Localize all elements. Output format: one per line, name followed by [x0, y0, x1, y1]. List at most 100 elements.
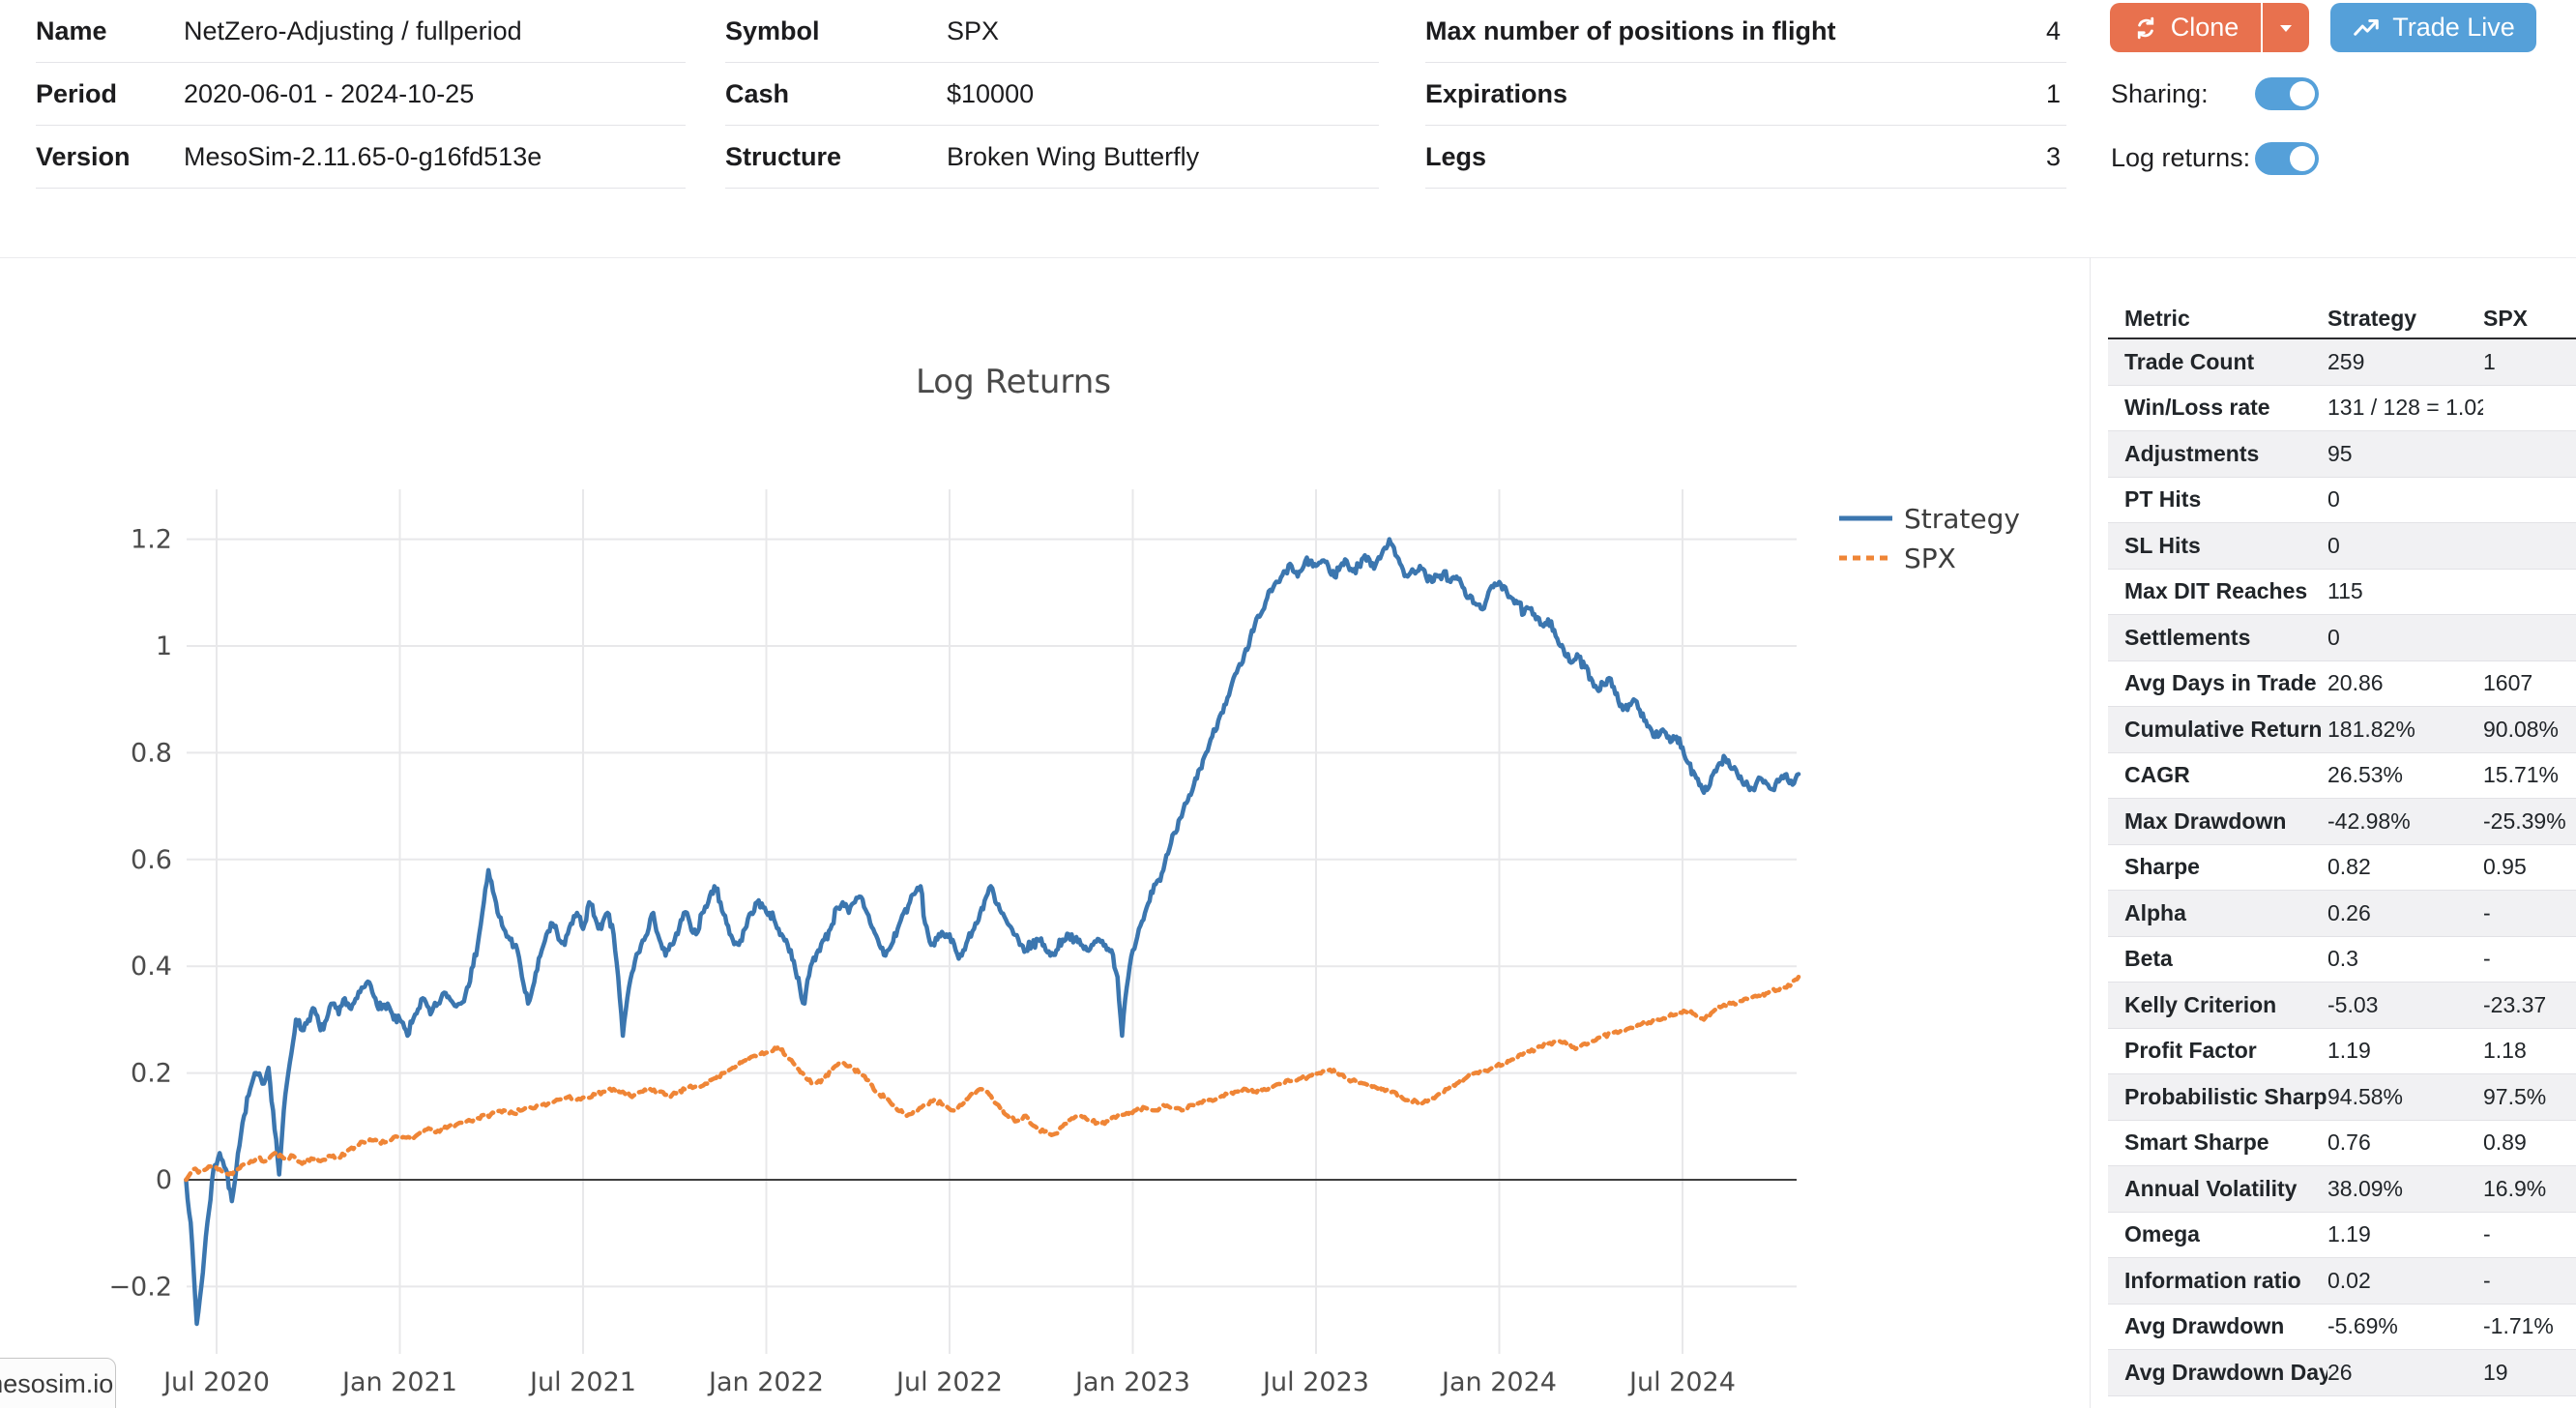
- field-legs-value: 3: [2045, 141, 2061, 171]
- header-info-left: Name NetZero-Adjusting / fullperiod Peri…: [36, 0, 686, 189]
- field-symbol: Symbol SPX: [725, 0, 1379, 63]
- metric-name-cell: Avg Drawdown: [2124, 1313, 2285, 1339]
- legend-spx-label: SPX: [1904, 543, 1956, 574]
- table-row: CAGR 26.53% 15.71%: [2108, 752, 2576, 799]
- spx-value-cell: 1.18: [2483, 1038, 2527, 1064]
- metric-name-cell: Avg Days in Trade: [2124, 670, 2317, 696]
- strategy-series-line: [184, 537, 1801, 1327]
- metric-name-cell: Alpha: [2124, 899, 2186, 925]
- field-symbol-value: SPX: [947, 15, 1000, 45]
- x-axis-tick-label: Jul 2022: [894, 1367, 1003, 1397]
- clone-dropdown-button[interactable]: [2261, 3, 2309, 52]
- field-version-value: MesoSim-2.11.65-0-g16fd513e: [184, 141, 542, 171]
- metric-name-cell: SL Hits: [2124, 532, 2201, 558]
- field-expirations-value: 1: [2045, 78, 2061, 108]
- spx-value-cell: 90.08%: [2483, 716, 2560, 742]
- x-axis-tick-label: Jul 2024: [1627, 1367, 1736, 1397]
- log-returns-toggle[interactable]: [2255, 142, 2319, 175]
- strategy-value-cell: 181.82%: [2327, 716, 2415, 742]
- strategy-value-cell: -42.98%: [2327, 807, 2411, 834]
- table-row: Win/Loss rate 131 / 128 = 1.02: [2108, 385, 2576, 431]
- spx-value-cell: -1.71%: [2483, 1313, 2554, 1339]
- y-axis-tick-label: 1.2: [131, 525, 172, 555]
- y-axis-tick-label: −0.2: [108, 1272, 172, 1302]
- table-row: Beta 0.3 -: [2108, 936, 2576, 983]
- metric-name-cell: Smart Sharpe: [2124, 1129, 2269, 1156]
- clone-refresh-icon: [2137, 16, 2153, 39]
- strategy-value-cell: 0.26: [2327, 899, 2371, 925]
- legend-strategy-label: Strategy: [1904, 503, 2020, 535]
- strategy-value-cell: 0.02: [2327, 1267, 2371, 1293]
- sharing-toggle-label: Sharing:: [2111, 79, 2209, 108]
- spx-value-cell: 0.95: [2483, 854, 2527, 880]
- strategy-value-cell: 0: [2327, 486, 2340, 513]
- strategy-value-cell: 1.19: [2327, 1221, 2371, 1247]
- table-row: Information ratio 0.02 -: [2108, 1257, 2576, 1304]
- field-expirations: Expirations 1: [1425, 63, 2066, 126]
- field-structure-value: Broken Wing Butterfly: [947, 141, 1200, 171]
- metrics-column-header: Strategy: [2327, 299, 2483, 339]
- metric-name-cell: Cumulative Return: [2124, 716, 2323, 742]
- clone-button[interactable]: Clone: [2110, 3, 2261, 52]
- table-row: Max Drawdown -42.98% -25.39%: [2108, 798, 2576, 844]
- strategy-value-cell: 94.58%: [2327, 1083, 2404, 1109]
- field-cash-value: $10000: [947, 78, 1035, 108]
- x-axis-tick-label: Jan 2024: [1440, 1367, 1557, 1397]
- trade-live-button[interactable]: Trade Live: [2330, 3, 2536, 52]
- metric-name-cell: CAGR: [2124, 762, 2190, 788]
- field-structure: Structure Broken Wing Butterfly: [725, 126, 1379, 189]
- spx-value-cell: -: [2483, 946, 2491, 972]
- x-axis-tick-label: Jan 2022: [707, 1367, 824, 1397]
- metric-name-cell: PT Hits: [2124, 486, 2202, 513]
- y-axis-tick-label: 0: [156, 1165, 172, 1195]
- table-row: Max DIT Reaches 115: [2108, 569, 2576, 615]
- trending-up-icon: [2354, 18, 2379, 36]
- log-returns-chart: Jul 2020 Jan 2021 Jul 2021 Jan 2022 Jul 2022…: [108, 363, 2020, 1397]
- strategy-value-cell: 259: [2327, 348, 2365, 374]
- y-axis-tick-label: 1: [156, 631, 172, 661]
- table-row: Settlements 0: [2108, 614, 2576, 660]
- table-row: Sharpe 0.82 0.95: [2108, 844, 2576, 891]
- metric-name-cell: Win/Loss rate: [2124, 395, 2270, 421]
- field-max-positions-value: 4: [2045, 15, 2061, 45]
- log-returns-toggle-label: Log returns:: [2111, 143, 2251, 172]
- mesosim-url-bubble: mesosim.io: [0, 1358, 116, 1408]
- clone-button-label: Clone: [2170, 13, 2239, 42]
- field-cash-label: Cash: [725, 78, 790, 108]
- metric-name-cell: Trade Count: [2124, 348, 2255, 374]
- metric-name-cell: Avg Drawdown Days: [2124, 1359, 2327, 1385]
- x-axis-tick-label: Jul 2021: [528, 1367, 636, 1397]
- strategy-value-cell: 26: [2327, 1359, 2353, 1385]
- table-row: Adjustments 95: [2108, 430, 2576, 477]
- strategy-value-cell: 115: [2327, 578, 2363, 604]
- field-legs-label: Legs: [1425, 141, 1487, 171]
- spx-value-cell: [2483, 523, 2576, 570]
- spx-value-cell: 0.89: [2483, 1129, 2527, 1156]
- table-row: Omega 1.19 -: [2108, 1212, 2576, 1258]
- table-row: Smart Sharpe 0.76 0.89: [2108, 1120, 2576, 1166]
- field-period-value: 2020-06-01 - 2024-10-25: [184, 78, 475, 108]
- table-row: Annual Volatility 38.09% 16.9%: [2108, 1165, 2576, 1212]
- metric-name-cell: Profit Factor: [2124, 1038, 2257, 1064]
- field-structure-label: Structure: [725, 141, 842, 171]
- metric-name-cell: Max Drawdown: [2124, 807, 2287, 834]
- field-expirations-label: Expirations: [1425, 78, 1568, 108]
- strategy-value-cell: 0.76: [2327, 1129, 2371, 1156]
- sharing-toggle[interactable]: [2255, 77, 2319, 110]
- spx-value-cell: -: [2483, 1267, 2491, 1293]
- strategy-value-cell: -5.03: [2327, 991, 2379, 1017]
- spx-value-cell: [2483, 477, 2576, 523]
- table-row: Trade Count 259 1: [2108, 338, 2576, 385]
- spx-value-cell: 16.9%: [2483, 1175, 2547, 1201]
- table-row: Kelly Criterion -5.03 -23.37: [2108, 982, 2576, 1028]
- strategy-value-cell: 95: [2327, 440, 2353, 466]
- metric-name-cell: Kelly Criterion: [2124, 991, 2277, 1017]
- table-row: SL Hits 0: [2108, 522, 2576, 570]
- field-name-value: NetZero-Adjusting / fullperiod: [184, 15, 522, 45]
- metric-name-cell: Information ratio: [2124, 1267, 2301, 1293]
- metrics-column-header: Metric: [2108, 299, 2327, 339]
- chart-title: Log Returns: [916, 363, 1111, 401]
- spx-value-cell: [2483, 569, 2576, 615]
- trade-live-button-label: Trade Live: [2392, 13, 2515, 42]
